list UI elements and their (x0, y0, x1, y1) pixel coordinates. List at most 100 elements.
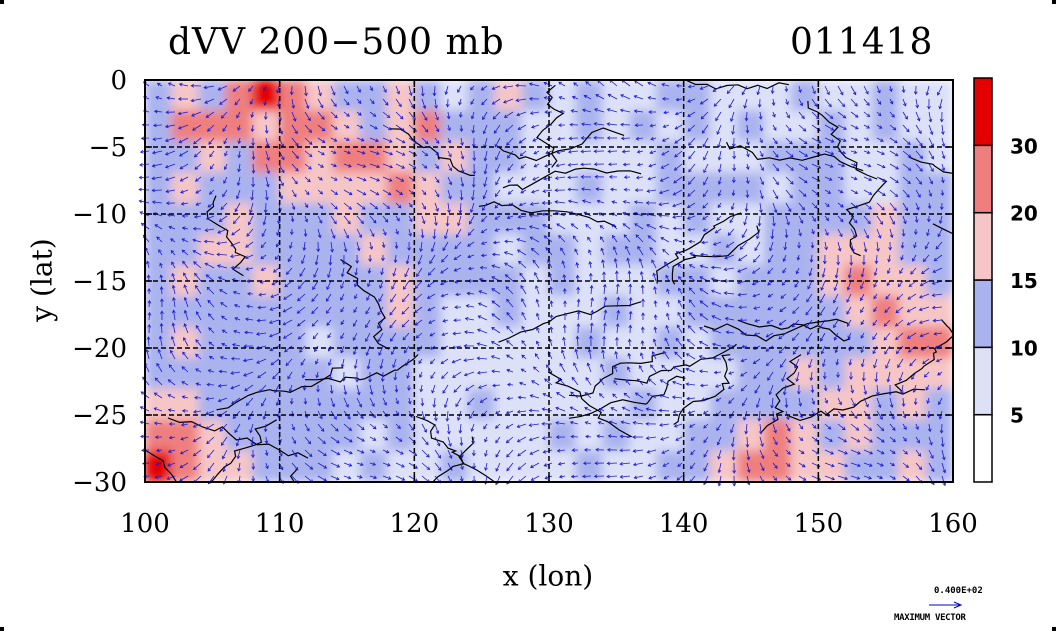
wind-vector (193, 137, 202, 145)
field-cell (575, 203, 604, 236)
field-cell (844, 419, 873, 452)
wind-vector (395, 176, 405, 182)
wind-vector (209, 163, 215, 170)
wind-vector (785, 137, 793, 145)
wind-vector (224, 150, 228, 157)
vector-key-arrow (929, 601, 963, 609)
wind-vector (520, 163, 527, 169)
contour-line (703, 318, 849, 342)
wind-vector (543, 176, 553, 181)
wind-vector (759, 137, 763, 144)
wind-vector (757, 98, 762, 108)
field-cell (521, 203, 550, 236)
wind-vector (889, 150, 899, 157)
wind-vector (532, 137, 540, 142)
wind-vector (205, 111, 215, 118)
wind-vector (772, 163, 779, 172)
wind-vector (674, 137, 683, 144)
wind-vector (620, 122, 631, 127)
wind-vector (687, 176, 696, 185)
field-cell (440, 234, 469, 267)
wind-vector (264, 124, 269, 134)
wind-vector (204, 98, 215, 104)
field-cell (252, 295, 281, 328)
wind-vector (460, 137, 464, 146)
field-cell (790, 357, 819, 390)
wind-vector (573, 82, 579, 87)
wind-vector (343, 137, 350, 141)
wind-vector (850, 150, 858, 154)
wind-vector (876, 98, 882, 105)
wind-vector (785, 163, 795, 171)
wind-vector (531, 124, 540, 129)
field-cell (898, 110, 927, 143)
wind-vector (528, 82, 540, 87)
wind-vector (902, 111, 908, 120)
field-cell (359, 172, 388, 205)
wind-vector (687, 124, 696, 132)
wind-vector (567, 162, 579, 167)
wind-vector (662, 96, 670, 101)
wind-vector (395, 137, 406, 144)
wind-vector (717, 163, 722, 173)
wind-vector (382, 85, 387, 93)
wind-vector (180, 189, 189, 194)
wind-vector (567, 149, 579, 154)
field-cell (683, 110, 712, 143)
wind-vector (343, 85, 349, 95)
wind-vector (153, 123, 163, 128)
field-cell (521, 388, 550, 421)
wind-vector (889, 137, 898, 144)
wind-vector (699, 98, 709, 105)
field-cell (225, 326, 254, 359)
wind-vector (569, 122, 579, 127)
wind-vector (251, 150, 256, 161)
wind-vector (915, 111, 921, 122)
wind-vector (164, 163, 176, 169)
wind-vector (191, 111, 202, 117)
wind-vector (503, 98, 514, 104)
wind-vector (648, 110, 656, 114)
wind-vector (343, 150, 351, 155)
wind-vector (715, 111, 722, 122)
wind-vector (483, 150, 488, 162)
field-cell (467, 80, 496, 112)
wind-vector (582, 108, 592, 113)
wind-vector (580, 175, 592, 179)
wind-vector-field (138, 79, 947, 487)
wind-vector (674, 124, 683, 130)
wind-vector (732, 150, 737, 160)
wind-vector (529, 111, 540, 115)
wind-vector (237, 150, 242, 159)
wind-vector (317, 124, 326, 132)
field-cell (656, 172, 685, 205)
wind-vector (663, 110, 670, 115)
wind-vector (291, 163, 299, 172)
contour-line (807, 100, 878, 180)
wind-vector (649, 123, 657, 128)
wind-vector (408, 85, 413, 97)
colorbar-swatch (973, 211, 993, 281)
wind-vector (343, 163, 352, 168)
field-cell (171, 357, 200, 390)
wind-vector (192, 124, 202, 131)
wind-vector (369, 176, 381, 182)
field-cell (198, 326, 227, 359)
field-cell (279, 326, 308, 359)
field-cell (548, 295, 577, 328)
wind-vector (635, 175, 644, 180)
wind-vector (421, 163, 428, 169)
wind-vector (688, 137, 696, 146)
wind-vector (876, 124, 883, 129)
wind-vector (688, 150, 696, 160)
wind-vector (876, 137, 884, 142)
wind-vector (291, 111, 297, 122)
wind-vector (824, 163, 834, 168)
wind-vector (585, 81, 592, 87)
wind-vector (503, 111, 514, 118)
wind-vector (889, 98, 894, 105)
wind-vector (675, 97, 683, 102)
wind-vector (712, 85, 722, 92)
field-cell (871, 450, 900, 482)
